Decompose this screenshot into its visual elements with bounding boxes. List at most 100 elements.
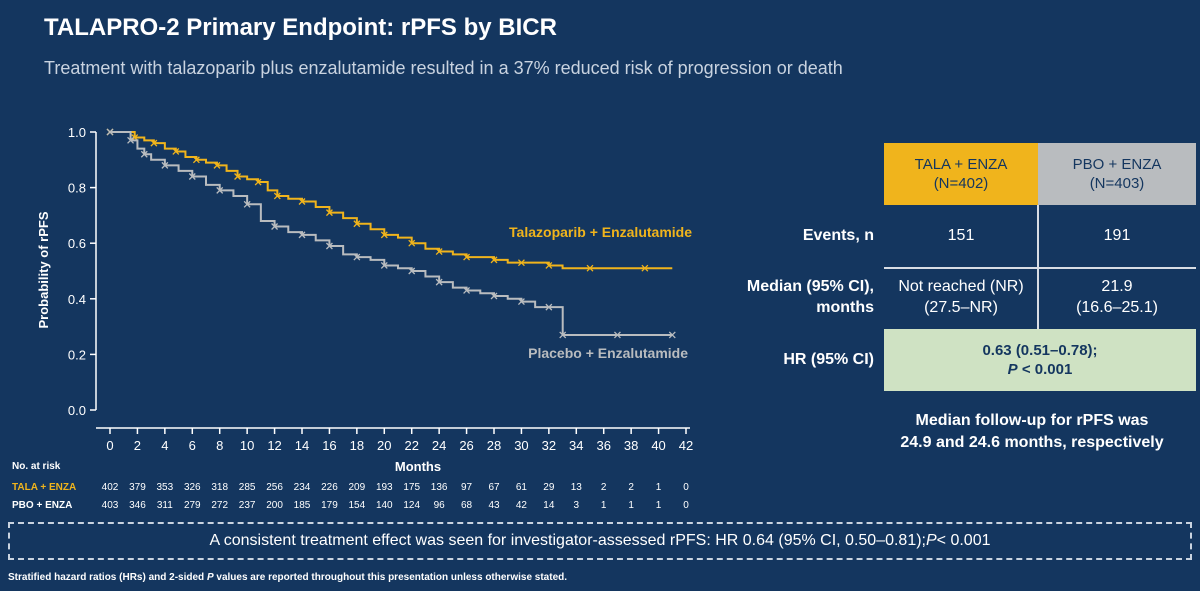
at-risk-pbo-value: 124 (403, 500, 420, 511)
at-risk-tala-value: 285 (239, 482, 256, 493)
x-tick-label: 2 (134, 438, 141, 453)
x-tick-label: 10 (240, 438, 254, 453)
at-risk-tala-value: 175 (403, 482, 420, 493)
at-risk-pbo-value: 272 (211, 500, 228, 511)
at-risk-tala-value: 326 (184, 482, 201, 493)
censor-mark (325, 242, 333, 250)
median-followup-note: Median follow-up for rPFS was 24.9 and 2… (872, 410, 1192, 453)
at-risk-pbo-value: 200 (266, 500, 283, 511)
x-tick-label: 0 (106, 438, 113, 453)
censor-mark (490, 292, 498, 300)
header-pbo-line1: PBO + ENZA (1072, 155, 1162, 173)
x-tick-label: 12 (267, 438, 281, 453)
at-risk-tala-value: 13 (571, 482, 583, 493)
censor-mark (213, 161, 221, 169)
x-tick-label: 32 (542, 438, 556, 453)
censor-mark (271, 223, 279, 230)
x-tick-label: 18 (350, 438, 364, 453)
x-tick-label: 16 (322, 438, 336, 453)
censor-mark (273, 192, 281, 200)
y-axis-title: Probability of rPFS (36, 211, 51, 328)
at-risk-pbo-value: 68 (461, 500, 473, 511)
at-risk-pbo-value: 1 (656, 500, 662, 511)
y-tick-label: 1.0 (68, 125, 86, 140)
at-risk-pbo-value: 179 (321, 500, 338, 511)
at-risk-tala-value: 136 (431, 482, 448, 493)
footnote-before: Stratified hazard ratios (HRs) and 2-sid… (8, 572, 207, 583)
censor-mark (463, 253, 471, 261)
at-risk-pbo-value: 96 (434, 500, 446, 511)
x-axis-title: Months (395, 459, 441, 474)
censor-mark (408, 267, 416, 275)
at-risk-tala-value: 379 (129, 482, 146, 493)
events-tala: 151 (947, 226, 975, 244)
censor-mark (243, 200, 251, 208)
x-tick-label: 40 (651, 438, 665, 453)
header-tala-line2: (N=402) (933, 175, 989, 192)
x-tick-label: 36 (596, 438, 610, 453)
median-tala: Not reached (NR) (27.5–NR) (884, 267, 1038, 329)
x-tick-label: 22 (404, 438, 418, 453)
at-risk-pbo-value: 1 (601, 500, 607, 511)
at-risk-tala-value: 97 (461, 482, 473, 493)
at-risk-tala-value: 226 (321, 482, 338, 493)
header-tala-enza: TALA + ENZA (N=402) (884, 143, 1038, 205)
median-pbo-line1: 21.9 (1101, 278, 1133, 296)
hr-value-box: 0.63 (0.51–0.78); P < 0.001 (884, 329, 1196, 391)
x-tick-label: 4 (161, 438, 168, 453)
censor-mark (188, 173, 196, 180)
at-risk-tala-value: 209 (349, 482, 366, 493)
tala-enza-curve (110, 131, 673, 270)
consistent-effect-p-value: < 0.001 (936, 532, 991, 549)
censor-mark (325, 209, 333, 217)
at-risk-tala-value: 0 (683, 482, 689, 493)
censor-mark (641, 264, 649, 272)
events-label: Events, n (802, 226, 874, 244)
x-tick-label: 42 (679, 438, 693, 453)
censor-mark (254, 178, 262, 186)
y-tick-label: 0.0 (68, 403, 86, 418)
x-tick-label: 28 (487, 438, 501, 453)
at-risk-pbo-value: 403 (102, 500, 119, 511)
pbo-enza-curve (110, 131, 673, 336)
at-risk-pbo-value: 42 (516, 500, 528, 511)
x-tick-label: 26 (459, 438, 473, 453)
censor-mark (613, 331, 621, 339)
at-risk-tala-value: 67 (488, 482, 500, 493)
footnote-p: P (206, 572, 214, 583)
at-risk-tala-value: 234 (294, 482, 311, 493)
footnote-after: values are reported throughout this pres… (213, 572, 568, 583)
censor-mark (586, 264, 594, 272)
at-risk-tala-value: 193 (376, 482, 393, 493)
censor-mark (234, 173, 242, 180)
censor-mark (435, 248, 443, 255)
followup-line1: Median follow-up for rPFS was (915, 412, 1149, 429)
censor-mark (161, 161, 169, 169)
censor-mark (106, 128, 114, 136)
censor-mark (668, 331, 676, 339)
slide-subtitle: Treatment with talazoparib plus enzaluta… (44, 58, 843, 78)
censor-mark (150, 139, 158, 147)
censor-mark (298, 231, 306, 239)
censor-mark (380, 231, 388, 239)
median-label: Median (95% CI), months (700, 267, 880, 329)
censor-mark (408, 239, 416, 247)
median-label-line1: Median (95% CI), (746, 278, 874, 296)
censor-mark (140, 150, 148, 158)
header-tala-line1: TALA + ENZA (914, 155, 1008, 173)
censor-mark (353, 220, 361, 228)
at-risk-tala-value: 402 (102, 482, 119, 493)
x-tick-label: 38 (624, 438, 638, 453)
km-chart: 0.00.20.40.60.81.00 2 4 6 8 10 12 14 16 18 20 22 24 2… (12, 125, 693, 511)
median-pbo-line2: (16.6–25.1) (1076, 299, 1158, 316)
at-risk-tala-value: 318 (211, 482, 228, 493)
censor-mark (517, 298, 525, 306)
at-risk-pbo-value: 3 (574, 500, 580, 511)
at-risk-tala-value: 256 (266, 482, 283, 493)
at-risk-tala-label: TALA + ENZA (12, 482, 76, 493)
header-pbo-enza: PBO + ENZA (N=403) (1038, 143, 1196, 205)
x-tick-label: 24 (432, 438, 446, 453)
at-risk-pbo-value: 237 (239, 500, 256, 511)
x-tick-label: 14 (295, 438, 309, 453)
median-tala-line1: Not reached (NR) (898, 278, 1024, 296)
